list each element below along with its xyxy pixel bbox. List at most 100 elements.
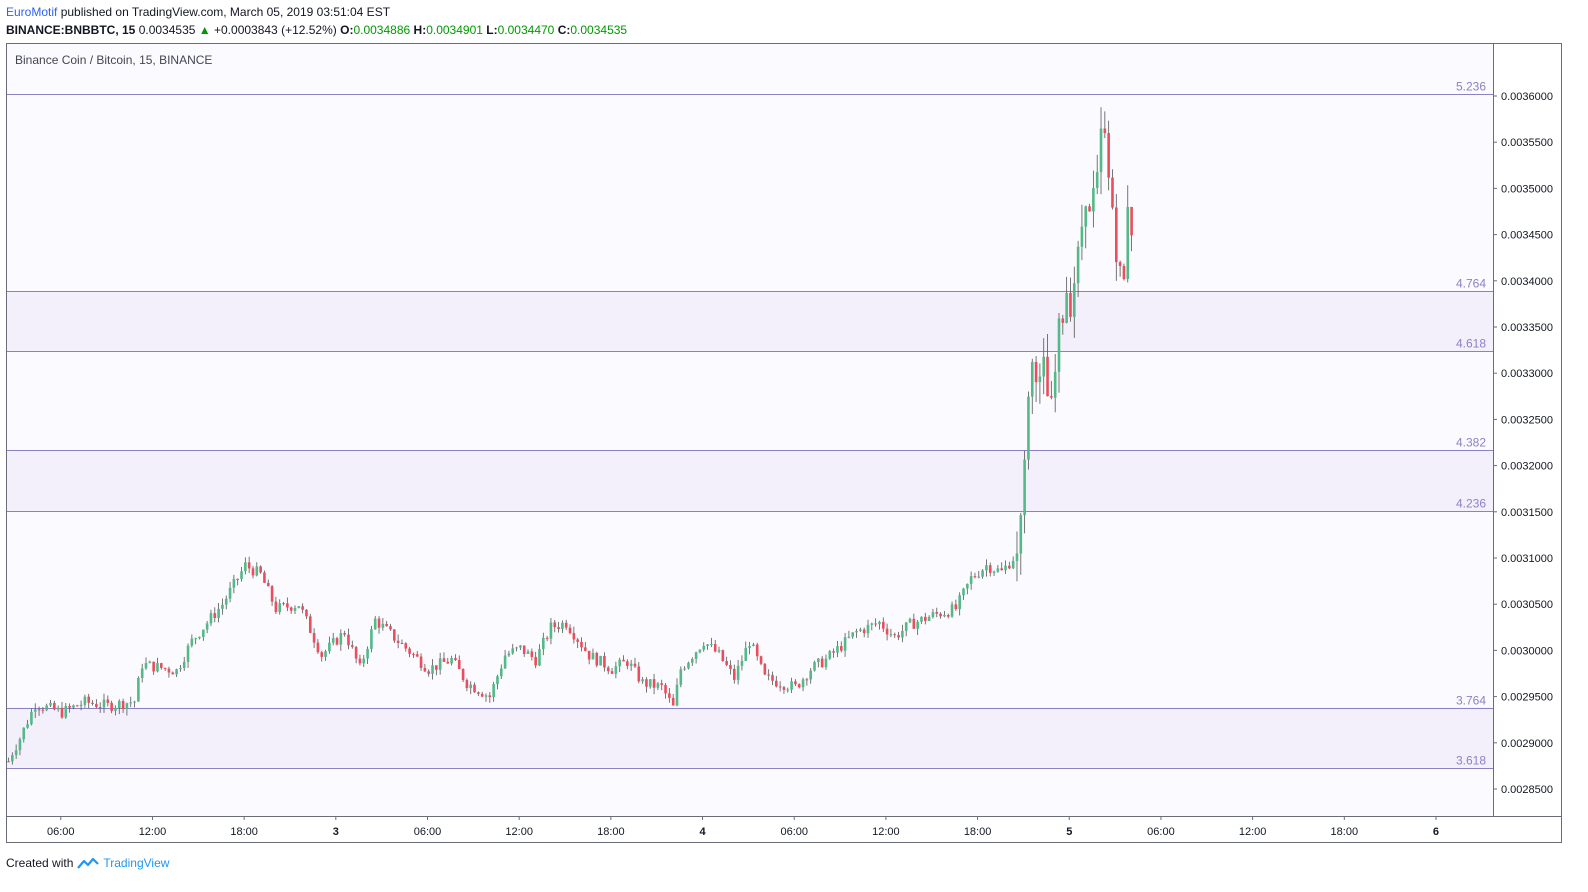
candle-body <box>648 679 652 687</box>
candle-body <box>194 638 197 640</box>
y-tick-label: 0.0032000 <box>1501 461 1553 473</box>
candle-body <box>752 644 755 647</box>
candle-body <box>114 707 117 711</box>
candle-body <box>874 623 877 625</box>
candle-body <box>266 582 270 587</box>
plot-area[interactable] <box>6 43 1494 817</box>
candle-body <box>713 644 717 652</box>
fib-label: 3.618 <box>1456 754 1486 768</box>
candle-body <box>522 645 526 654</box>
candle-body <box>557 627 560 629</box>
candle-body <box>809 670 812 680</box>
candle-body <box>935 612 939 614</box>
candle-body <box>530 651 534 657</box>
candle-body <box>584 647 587 651</box>
candle-body <box>526 651 530 654</box>
candle-body <box>538 649 541 666</box>
y-tick-label: 0.0033000 <box>1501 368 1553 380</box>
candle-body <box>11 755 14 762</box>
candle-body <box>1004 565 1007 571</box>
candle-body <box>1015 553 1019 561</box>
candle-body <box>767 674 770 676</box>
candle-body <box>572 632 576 640</box>
candle-body <box>286 603 289 608</box>
candle-body <box>675 684 679 706</box>
candle-body <box>320 652 324 657</box>
candle-body <box>1107 133 1110 178</box>
candle-body <box>943 614 946 617</box>
candle-body <box>435 665 438 670</box>
candle-body <box>866 624 870 634</box>
author-link[interactable]: EuroMotif <box>6 5 58 19</box>
candle-body <box>312 632 316 643</box>
y-tick-label: 0.0028500 <box>1501 784 1553 796</box>
candle-body <box>924 616 927 621</box>
candle-body <box>916 621 919 629</box>
fib-band <box>7 707 1493 768</box>
candle-body <box>396 640 400 643</box>
candle-body <box>1072 283 1076 317</box>
chart-frame <box>6 43 1562 843</box>
candle-body <box>68 705 71 708</box>
candle-body <box>977 576 981 578</box>
candle-body <box>381 623 385 628</box>
up-arrow-icon: ▲ <box>198 23 211 37</box>
x-tick-label: 06:00 <box>47 826 75 838</box>
chart-container[interactable]: 5.236 4.764 4.618 4.382 4.236 3.764 3.618 Binan… <box>6 43 1562 843</box>
candle-body <box>637 666 641 682</box>
candle-body <box>492 684 495 698</box>
candle-body <box>805 679 809 681</box>
x-tick-label: 5 <box>1066 826 1072 838</box>
y-tick-label: 0.0029500 <box>1501 692 1553 704</box>
tradingview-brand[interactable]: TradingView <box>103 856 170 870</box>
candle-body <box>305 609 308 617</box>
candle-body <box>465 680 469 689</box>
candle-body <box>140 668 144 678</box>
candlestick-chart[interactable]: 5.236 4.764 4.618 4.382 4.236 3.764 3.618 Binan… <box>6 43 1562 843</box>
fib-label: 4.764 <box>1456 277 1486 291</box>
candle-body <box>1084 206 1088 227</box>
candle-body <box>488 695 492 698</box>
candle-body <box>53 702 56 710</box>
candle-body <box>645 679 648 687</box>
candle-body <box>545 637 549 639</box>
candle-body <box>683 668 686 670</box>
candle-body <box>618 659 621 667</box>
candle-body <box>828 651 832 659</box>
candle-body <box>385 623 388 627</box>
candle-body <box>671 697 675 706</box>
y-tick-label: 0.0029000 <box>1501 738 1553 750</box>
fib-label: 3.764 <box>1456 694 1486 708</box>
candle-body <box>167 668 171 673</box>
close-value: 0.0034535 <box>570 23 628 37</box>
x-tick-label: 6 <box>1433 826 1439 838</box>
x-tick-label: 06:00 <box>414 826 442 838</box>
x-tick-label: 12:00 <box>872 826 900 838</box>
candle-body <box>824 658 828 668</box>
candle-body <box>710 644 713 646</box>
candle-body <box>775 680 778 687</box>
y-tick-label: 0.0030000 <box>1501 645 1553 657</box>
candle-body <box>748 646 751 648</box>
candle-body <box>797 684 801 688</box>
candle-body <box>1092 188 1095 212</box>
candle-body <box>939 613 942 617</box>
candle-body <box>629 663 633 666</box>
candle-body <box>870 623 874 625</box>
candle-body <box>125 703 129 710</box>
candle-body <box>973 576 977 578</box>
candle-body <box>1057 318 1061 372</box>
candle-body <box>564 622 568 628</box>
candle-body <box>202 629 205 637</box>
candle-body <box>958 595 961 610</box>
candle-body <box>41 709 45 711</box>
candle-body <box>221 604 224 609</box>
candle-body <box>511 648 515 654</box>
candle-body <box>519 645 522 648</box>
candle-body <box>370 629 373 649</box>
candle-body <box>1095 172 1099 189</box>
high-label: H: <box>413 23 427 37</box>
candle-body <box>946 614 950 617</box>
candle-body <box>91 702 94 704</box>
candle-body <box>278 603 282 613</box>
